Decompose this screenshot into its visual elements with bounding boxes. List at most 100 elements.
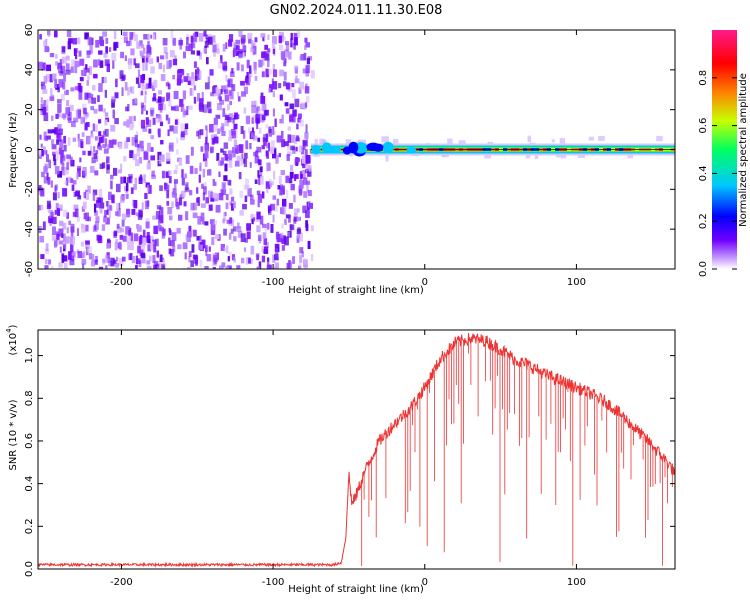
noise-cell xyxy=(225,74,228,82)
noise-cell xyxy=(88,66,92,76)
noise-cell xyxy=(263,51,268,58)
noise-cell xyxy=(148,184,152,194)
noise-cell xyxy=(200,244,203,250)
noise-cell xyxy=(40,204,44,211)
x-tick-label: 100 xyxy=(567,277,586,288)
noise-cell xyxy=(98,83,103,92)
noise-cell xyxy=(294,65,299,71)
noise-cell xyxy=(199,70,202,79)
noise-cell xyxy=(167,129,170,137)
noise-cell xyxy=(259,113,265,123)
noise-cell xyxy=(292,115,296,123)
noise-cell xyxy=(67,111,72,121)
noise-cell xyxy=(223,65,228,72)
noise-cell xyxy=(223,142,229,149)
noise-cell xyxy=(205,34,208,39)
noise-cell xyxy=(74,66,78,74)
noise-cell xyxy=(266,162,269,172)
noise-cell xyxy=(249,143,252,150)
noise-cell xyxy=(58,68,63,74)
noise-cell xyxy=(140,244,145,253)
noise-cell xyxy=(219,99,225,105)
noise-cell xyxy=(115,239,118,244)
noise-cell xyxy=(72,38,77,45)
noise-cell xyxy=(76,216,80,222)
noise-cell xyxy=(203,182,207,190)
noise-cell xyxy=(134,177,137,184)
noise-cell xyxy=(152,34,156,40)
noise-cell xyxy=(150,34,153,39)
noise-cell xyxy=(186,73,190,79)
noise-cell xyxy=(236,265,241,269)
noise-cell xyxy=(168,228,171,233)
noise-cell xyxy=(119,70,124,79)
noise-cell xyxy=(197,130,201,139)
noise-cell xyxy=(201,183,204,189)
noise-cell xyxy=(135,255,138,265)
noise-cell xyxy=(267,259,270,266)
noise-cell xyxy=(153,79,158,88)
noise-cell xyxy=(167,207,173,215)
snr-series-line xyxy=(38,332,675,568)
noise-cell xyxy=(63,255,68,262)
noise-cell xyxy=(244,247,246,252)
noise-cell xyxy=(299,55,305,61)
noise-cell xyxy=(104,59,110,66)
noise-cell xyxy=(94,210,98,216)
noise-cell xyxy=(146,142,151,152)
noise-cell xyxy=(280,232,284,239)
noise-cell xyxy=(159,227,164,232)
noise-cell xyxy=(136,41,141,49)
noise-cell xyxy=(112,60,115,69)
noise-cell xyxy=(184,173,187,179)
noise-cell xyxy=(265,124,268,129)
noise-cell xyxy=(168,60,172,68)
noise-cell xyxy=(306,57,310,65)
noise-cell xyxy=(90,260,95,267)
noise-cell xyxy=(213,255,218,263)
noise-cell xyxy=(139,140,144,149)
noise-cell xyxy=(115,262,119,268)
noise-cell xyxy=(298,145,303,153)
noise-cell xyxy=(310,70,315,79)
noise-cell xyxy=(152,215,157,220)
noise-cell xyxy=(120,163,123,170)
noise-cell xyxy=(212,44,217,53)
noise-cell xyxy=(50,211,54,220)
noise-cell xyxy=(83,107,87,115)
snr-ticks: -200 -100 0 100 0.0 0.2 0.4 0.6 0.8 1.0 xyxy=(24,330,675,588)
noise-cell xyxy=(284,58,287,64)
noise-cell xyxy=(106,63,110,73)
noise-cell xyxy=(137,245,141,254)
noise-cell xyxy=(70,229,74,239)
noise-cell xyxy=(87,36,92,46)
noise-cell xyxy=(122,235,127,242)
noise-cell xyxy=(98,266,104,269)
noise-cell xyxy=(171,232,177,241)
y-tick-label: -40 xyxy=(24,221,35,237)
noise-cell xyxy=(43,100,47,106)
noise-cell xyxy=(243,107,247,114)
noise-cell xyxy=(83,67,87,77)
noise-cell xyxy=(221,262,226,268)
noise-cell xyxy=(256,211,261,220)
noise-cell xyxy=(240,233,246,242)
noise-cell xyxy=(102,258,105,263)
noise-cell xyxy=(101,135,105,143)
noise-cell xyxy=(300,173,303,179)
noise-cell xyxy=(290,43,295,48)
noise-cell xyxy=(150,155,155,161)
noise-cell xyxy=(51,265,54,269)
noise-cell xyxy=(273,69,278,78)
noise-cell xyxy=(243,184,249,191)
faint-cell xyxy=(447,138,453,147)
noise-cell xyxy=(65,69,71,75)
noise-cell xyxy=(233,115,236,120)
noise-cell xyxy=(55,61,58,66)
noise-cell xyxy=(184,128,188,136)
noise-cell xyxy=(178,158,183,166)
noise-cell xyxy=(135,265,138,269)
noise-cell xyxy=(66,177,69,186)
noise-cell xyxy=(118,241,122,249)
noise-cell xyxy=(66,89,69,95)
